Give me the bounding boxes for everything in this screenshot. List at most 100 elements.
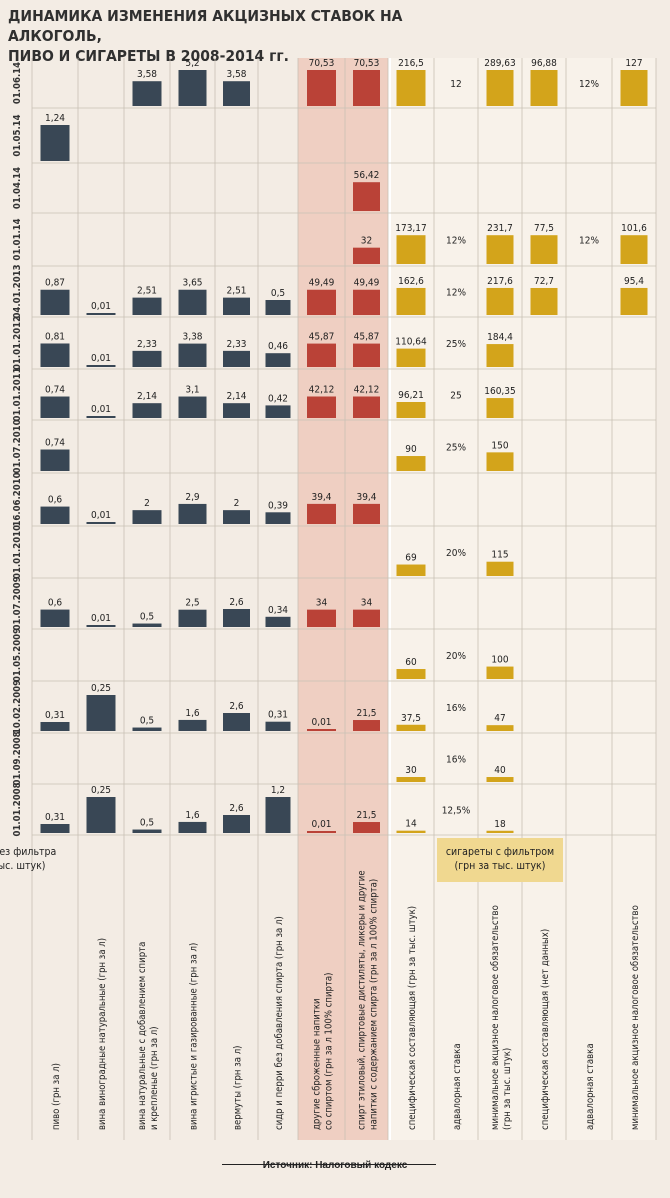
value-label: 162,6 <box>398 276 424 287</box>
value-label: 1,24 <box>45 113 65 124</box>
value-label: 0,01 <box>91 353 111 364</box>
value-label: 0,31 <box>268 710 288 721</box>
bar <box>86 625 116 627</box>
date-label: 01.01.2012 <box>12 316 23 370</box>
value-label: 2,33 <box>137 339 157 350</box>
value-label: 12 <box>450 79 461 90</box>
bar <box>132 510 162 524</box>
value-label: 39,4 <box>311 492 331 503</box>
value-label: 1,6 <box>185 708 200 719</box>
bar <box>486 725 514 731</box>
bar <box>86 522 116 524</box>
bar <box>132 727 162 731</box>
category-label: (грн за тыс. штук) <box>502 1048 513 1130</box>
bar <box>265 300 291 315</box>
bar <box>178 719 207 731</box>
bar <box>396 456 426 471</box>
bar <box>40 722 70 731</box>
value-label: 0,31 <box>45 812 65 823</box>
bar <box>86 365 116 367</box>
bar <box>132 829 162 833</box>
value-label: 0,39 <box>268 500 288 511</box>
bar <box>307 609 336 627</box>
value-label: 2,51 <box>226 286 246 297</box>
bar <box>353 247 380 264</box>
value-label: 12,5% <box>442 806 471 817</box>
value-label: 0,6 <box>48 495 63 506</box>
value-label: 14 <box>405 819 417 830</box>
value-label: 70,53 <box>354 58 380 69</box>
bar <box>265 721 291 731</box>
value-label: 2,6 <box>229 701 244 712</box>
value-label: 3,65 <box>182 278 202 289</box>
value-label: 12% <box>579 79 599 90</box>
category-label: вина натуральные с добавлением спирта <box>137 942 148 1130</box>
value-label: 45,87 <box>309 332 335 343</box>
value-label: 0,5 <box>271 288 285 299</box>
value-label: 1,2 <box>271 785 285 796</box>
value-label: 100 <box>491 655 508 666</box>
value-label: 5,2 <box>185 58 199 69</box>
bar <box>307 396 336 418</box>
bar <box>132 297 162 315</box>
group-header-box <box>437 838 563 882</box>
value-label: 2 <box>144 498 150 509</box>
bar <box>223 297 250 315</box>
value-label: 0,87 <box>45 278 65 289</box>
value-label: 1,6 <box>185 810 200 821</box>
value-label: 289,63 <box>484 58 515 69</box>
bar <box>40 824 70 833</box>
value-label: 34 <box>316 598 328 609</box>
category-label: минимальное акцизное налоговое обязатель… <box>490 905 501 1130</box>
category-label: адвалорная ставка <box>452 1043 463 1130</box>
value-label: 2,33 <box>226 339 246 350</box>
bar <box>86 416 116 418</box>
bar <box>178 70 207 106</box>
bar <box>223 609 250 627</box>
bar <box>307 729 336 731</box>
value-label: 2,6 <box>229 597 244 608</box>
category-label: вина игристые и газированные (грн за л) <box>189 943 200 1130</box>
bar <box>530 70 558 106</box>
value-label: 2,5 <box>185 598 199 609</box>
bar <box>307 289 336 315</box>
value-label: 0,42 <box>268 393 288 404</box>
category-label: со спиртом (грн за л 100% спирта) <box>324 973 335 1130</box>
value-label: 90 <box>405 444 417 455</box>
bar <box>486 70 514 106</box>
value-label: 3,58 <box>137 69 157 80</box>
bar <box>353 396 380 418</box>
value-label: 49,49 <box>354 278 380 289</box>
group-header-label: (грн за тыс. штук) <box>0 860 45 872</box>
value-label: 0,01 <box>91 404 111 415</box>
bar <box>40 289 70 315</box>
value-label: 2,14 <box>137 391 157 402</box>
value-label: 0,01 <box>311 819 331 830</box>
bar <box>132 403 162 418</box>
value-label: 0,25 <box>91 785 111 796</box>
source-note: Источник: Налоговый кодекс <box>262 1160 408 1171</box>
bar <box>620 287 648 315</box>
value-label: 20% <box>446 548 466 559</box>
category-label: вермуты (грн за л) <box>233 1045 244 1130</box>
value-label: 2,14 <box>226 391 246 402</box>
value-label: 40 <box>494 765 506 776</box>
bar <box>486 561 514 576</box>
value-label: 101,6 <box>621 223 647 234</box>
bar <box>486 398 514 418</box>
value-label: 0,46 <box>268 341 288 352</box>
value-label: 2,6 <box>229 803 244 814</box>
value-label: 42,12 <box>309 385 335 396</box>
category-label: специфическая составляющая (нет данных) <box>540 929 551 1130</box>
value-label: 12% <box>446 288 466 299</box>
bar <box>40 343 70 367</box>
bar <box>396 669 426 679</box>
group-header-label: сигареты без фильтра <box>0 846 56 858</box>
bar <box>223 403 250 418</box>
bar <box>396 830 426 833</box>
date-label: 01.04.14 <box>12 167 23 209</box>
value-label: 110,64 <box>395 337 427 348</box>
value-label: 16% <box>446 703 466 714</box>
value-label: 0,5 <box>140 818 154 829</box>
